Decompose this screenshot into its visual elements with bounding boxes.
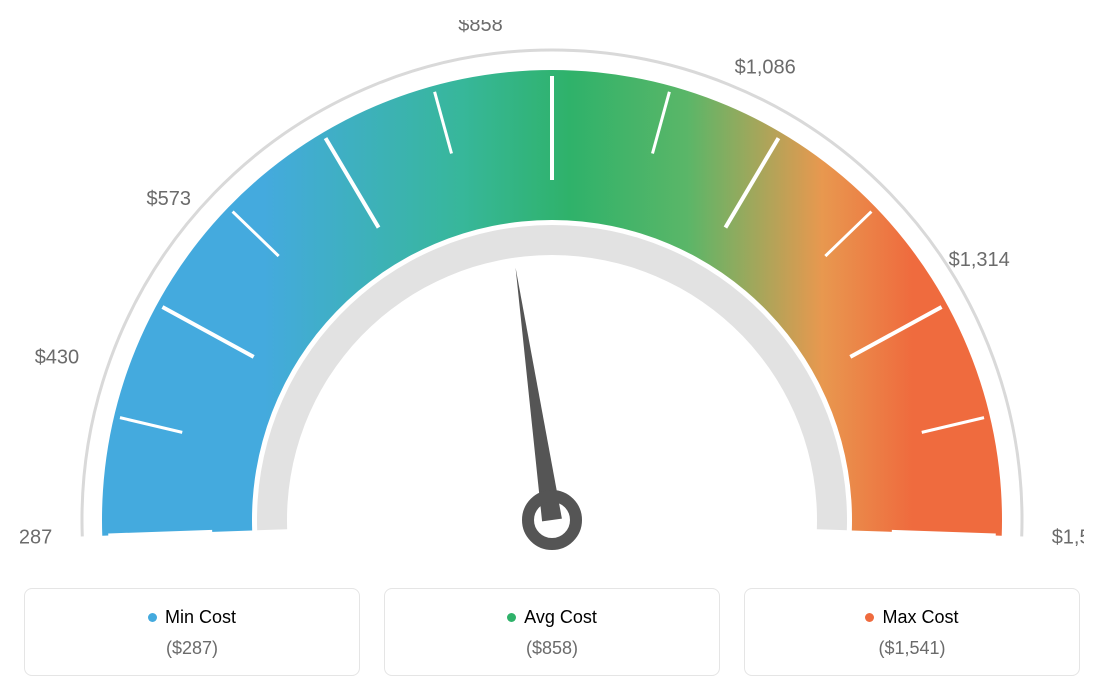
legend-avg-value: ($858) <box>397 638 707 659</box>
gauge-tick-label: $1,314 <box>949 249 1010 271</box>
legend-row: Min Cost ($287) Avg Cost ($858) Max Cost… <box>20 588 1084 676</box>
gauge-tick-label: $1,541 <box>1052 526 1084 548</box>
legend-avg-label: Avg Cost <box>524 607 597 628</box>
legend-card-max: Max Cost ($1,541) <box>744 588 1080 676</box>
gauge-tick-label: $1,086 <box>735 57 796 79</box>
legend-min-value: ($287) <box>37 638 347 659</box>
dot-min <box>148 613 157 622</box>
gauge-tick-label: $573 <box>147 188 192 210</box>
gauge-svg: $287 $430 $573 $858 $1,086 $1,314 $1,541 <box>20 20 1084 560</box>
dot-avg <box>507 613 516 622</box>
gauge-needle <box>516 268 562 522</box>
cost-gauge-chart: $287 $430 $573 $858 $1,086 $1,314 $1,541 Min C… <box>20 20 1084 676</box>
dot-max <box>865 613 874 622</box>
gauge-tick-label: $287 <box>20 526 52 548</box>
legend-max-label: Max Cost <box>882 607 958 628</box>
legend-card-avg: Avg Cost ($858) <box>384 588 720 676</box>
gauge-tick-label: $430 <box>35 346 80 368</box>
legend-min-label: Min Cost <box>165 607 236 628</box>
legend-max-value: ($1,541) <box>757 638 1067 659</box>
legend-card-min: Min Cost ($287) <box>24 588 360 676</box>
gauge-tick-label: $858 <box>458 20 503 36</box>
